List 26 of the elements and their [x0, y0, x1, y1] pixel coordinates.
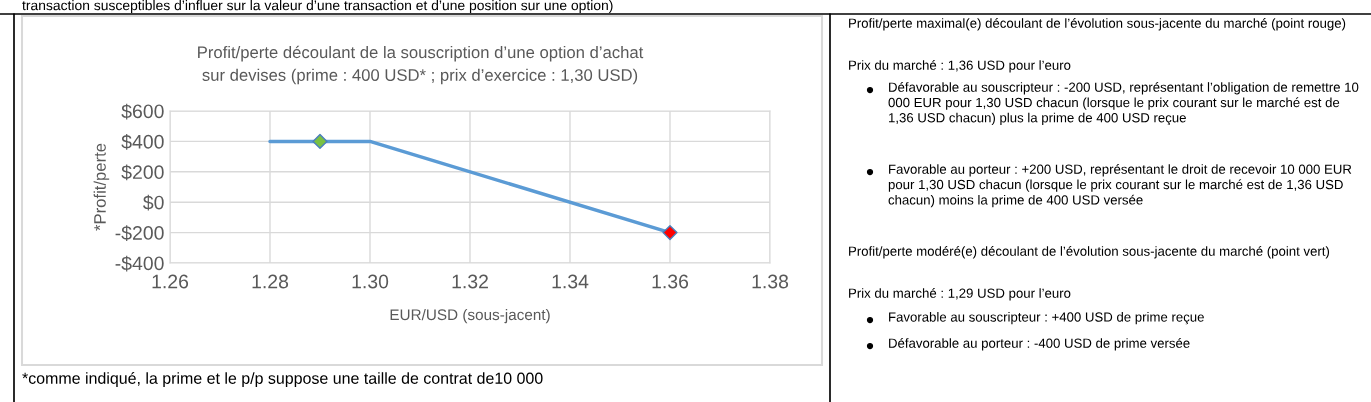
y-tick-label: $400 — [121, 134, 164, 150]
y-tick-label: $0 — [143, 194, 164, 211]
text: *comme indiqué, la prime et le p/p suppose une taille de contrat de10 000 — [22, 372, 543, 388]
x-tick-label: 1.38 — [752, 274, 789, 289]
text: transaction susceptibles d’influer sur la valeur d’une transaction et d’une position sur une option) — [22, 0, 613, 13]
x-tick-label: 1.30 — [352, 274, 389, 289]
chart-title: Profit/perte découlant de la souscription d’une option d’achat sur devises (prime : 400 USD* ; prix d’exercice : 1,30 USD) — [198, 45, 644, 85]
text: Défavorable au souscripteur : -200 USD, représentant l’obligation de remettre 10 000 EUR pour 1,30 USD chacun (lorsque le prix courant sur le marché est de 1,36 USD chacun) plus la prime de 400 USD reçue — [888, 82, 1359, 126]
text: Profit/perte maximal(e) découlant de l’évolution sous-jacente du marché (point rouge) — [849, 18, 1346, 31]
text: Prix du marché : 1,36 USD pour l’euro — [849, 60, 1071, 73]
x-tick-label: 1.26 — [152, 274, 189, 289]
text: Profit/perte modéré(e) découlant de l’évolution sous-jacente du marché (point vert) — [849, 246, 1330, 259]
text: Favorable au souscripteur : +400 USD de prime reçue — [889, 312, 1204, 325]
y-tick-label: $600 — [121, 103, 164, 120]
x-tick-label: 1.36 — [652, 274, 689, 289]
x-tick-label: 1.32 — [452, 274, 488, 289]
x-tick-label: 1.28 — [252, 274, 289, 289]
y-axis-title: *Profit/perte — [93, 143, 110, 231]
x-axis-title: EUR/USD (sous-jacent) — [390, 308, 550, 324]
text: Favorable au porteur : +200 USD, représentant le droit de recevoir 10 000 EUR pour 1,30 USD chacun (lorsque le prix courant sur le marché est de 1,36 USD chacun) moins la prime de 400 USD versée — [888, 164, 1352, 208]
y-tick-label: -$400 — [115, 255, 164, 272]
x-tick-label: 1.34 — [552, 274, 589, 289]
y-tick-label: $200 — [121, 164, 164, 181]
y-tick-label: -$200 — [115, 225, 164, 241]
text: Défavorable au porteur : -400 USD de prime versée — [889, 338, 1190, 351]
text: Prix du marché : 1,29 USD pour l’euro — [849, 288, 1071, 301]
